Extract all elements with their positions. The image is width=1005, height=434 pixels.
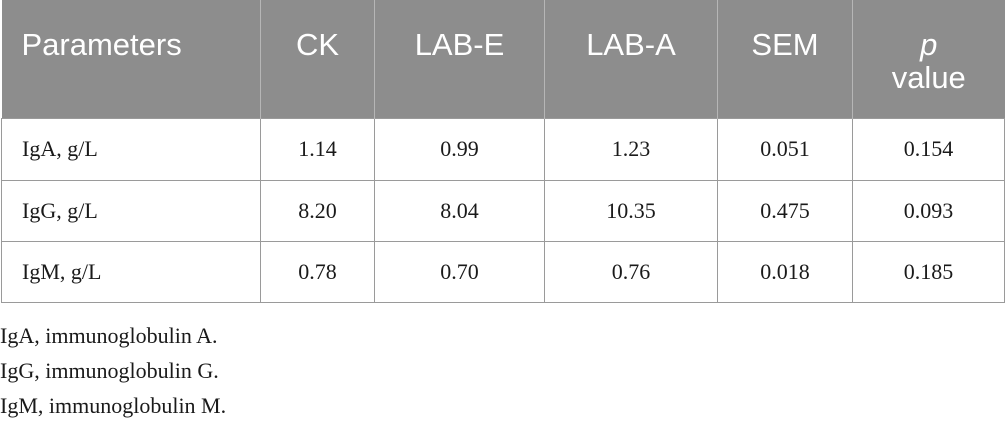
cell-p-value: 0.185	[852, 240, 1005, 303]
cell-lab-e: 8.04	[374, 179, 545, 242]
table-row: IgM, g/L 0.78 0.70 0.76 0.018 0.185	[1, 240, 1005, 303]
table-footnotes: IgA, immunoglobulin A. IgG, immunoglobul…	[0, 318, 226, 423]
cell-lab-a: 0.76	[544, 240, 718, 303]
footnote-iga: IgA, immunoglobulin A.	[0, 323, 218, 348]
header-lab-e: LAB-E	[374, 0, 545, 118]
cell-lab-a: 1.23	[544, 117, 718, 181]
immunoglobulin-table: Parameters CK LAB-E LAB-A SEM p value Ig…	[1, 0, 1005, 303]
cell-lab-e: 0.99	[374, 117, 545, 181]
cell-sem: 0.018	[717, 240, 853, 303]
cell-parameter: IgA, g/L	[1, 117, 261, 181]
cell-parameter: IgM, g/L	[1, 240, 261, 303]
cell-sem: 0.475	[717, 179, 853, 242]
header-sem: SEM	[717, 0, 853, 118]
footnote-igm: IgM, immunoglobulin M.	[0, 393, 227, 418]
table-body: IgA, g/L 1.14 0.99 1.23 0.051 0.154 IgG,…	[1, 117, 1005, 303]
table-row: IgG, g/L 8.20 8.04 10.35 0.475 0.093	[1, 179, 1005, 242]
cell-p-value: 0.154	[852, 117, 1005, 181]
header-p-value-word: value	[891, 60, 966, 95]
table-header: Parameters CK LAB-E LAB-A SEM p value	[1, 0, 1005, 118]
cell-ck: 0.78	[260, 240, 375, 303]
header-p-symbol: p	[920, 27, 938, 62]
cell-lab-a: 10.35	[544, 179, 718, 242]
header-parameters: Parameters	[1, 0, 261, 118]
header-lab-a: LAB-A	[544, 0, 718, 118]
header-ck: CK	[260, 0, 375, 118]
table-row: IgA, g/L 1.14 0.99 1.23 0.051 0.154	[1, 117, 1005, 181]
cell-p-value: 0.093	[852, 179, 1005, 242]
cell-lab-e: 0.70	[374, 240, 545, 303]
cell-sem: 0.051	[717, 117, 853, 181]
header-row: Parameters CK LAB-E LAB-A SEM p value	[1, 0, 1005, 118]
cell-ck: 8.20	[260, 179, 375, 242]
footnote-igg: IgG, immunoglobulin G.	[0, 358, 219, 383]
cell-parameter: IgG, g/L	[1, 179, 261, 242]
results-table-container: Parameters CK LAB-E LAB-A SEM p value Ig…	[1, 0, 1005, 303]
cell-ck: 1.14	[260, 117, 375, 181]
header-p-value: p value	[852, 0, 1005, 118]
